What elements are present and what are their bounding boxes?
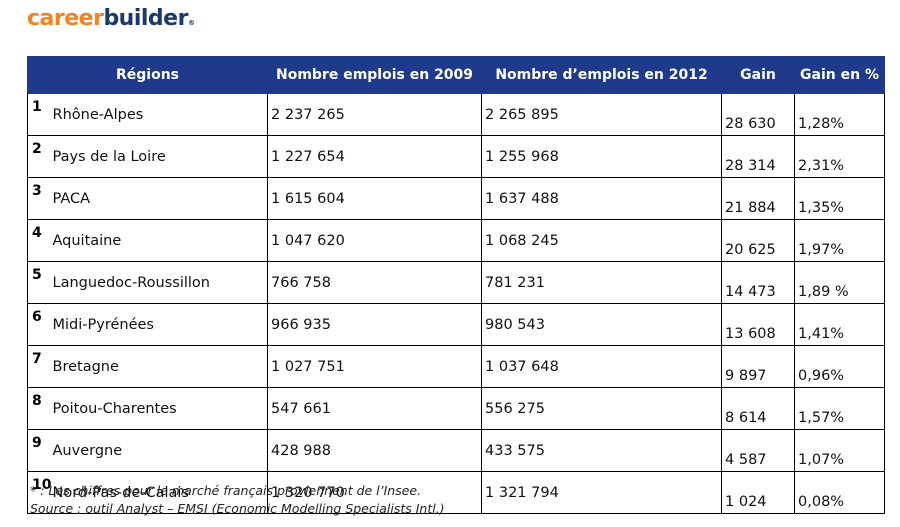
jobs-2012-cell: 781 231 (481, 261, 723, 304)
jobs-2012-cell: 1 255 968 (481, 135, 723, 178)
table-row: 5 Languedoc-Roussillon 766 758 781 231 14 47… (27, 261, 886, 304)
jobs-2012-cell: 433 575 (481, 429, 723, 472)
gain-pct-cell: 1,89 % (794, 261, 886, 304)
table-row: 8 Poitou-Charentes 547 661 556 275 8 614 1,57… (27, 387, 886, 430)
rank-cell: 6 (27, 303, 52, 346)
table-row: 4 Aquitaine 1 047 620 1 068 245 20 625 1,97% (27, 219, 886, 262)
table-row: 10 Nord-Pas-de-Calais 1 320 770 1 321 794 1 … (27, 471, 886, 514)
logo-part-builder: builder (103, 6, 188, 31)
gain-cell: 28 314 (721, 135, 796, 178)
regions-jobs-table: Régions Nombre emplois en 2009 Nombre d’… (26, 56, 886, 514)
header-jobs-2009: Nombre emplois en 2009 (267, 56, 483, 94)
rank-cell: 1 (27, 93, 52, 136)
registered-mark: ® (187, 19, 195, 27)
region-cell: Bretagne (51, 345, 269, 388)
jobs-2012-cell: 1 321 794 (481, 471, 723, 514)
gain-pct-cell: 1,28% (794, 93, 886, 136)
region-cell: PACA (51, 177, 269, 220)
footnote-source: Source : outil Analyst – EMSI (Economic … (30, 501, 445, 516)
table-header-row: Régions Nombre emplois en 2009 Nombre d’… (26, 56, 886, 94)
jobs-2009-cell: 547 661 (267, 387, 483, 430)
region-cell: Aquitaine (51, 219, 269, 262)
rank-cell: 4 (27, 219, 52, 262)
region-cell: Rhône-Alpes (51, 93, 269, 136)
header-jobs-2012: Nombre d’emplois en 2012 (481, 56, 723, 94)
gain-pct-cell: 1,97% (794, 219, 886, 262)
header-regions: Régions (26, 56, 269, 94)
jobs-2012-cell: 556 275 (481, 387, 723, 430)
jobs-2009-cell: 1 615 604 (267, 177, 483, 220)
gain-pct-cell: 0,08% (794, 471, 886, 514)
jobs-2009-cell: 1 320 770 (267, 471, 483, 514)
gain-pct-cell: 1,57% (794, 387, 886, 430)
gain-cell: 20 625 (721, 219, 796, 262)
jobs-2009-cell: 966 935 (267, 303, 483, 346)
table-row: 2 Pays de la Loire 1 227 654 1 255 968 28 31… (27, 135, 886, 178)
region-cell: Auvergne (51, 429, 269, 472)
rank-cell: 10 (27, 471, 52, 514)
gain-cell: 8 614 (721, 387, 796, 430)
jobs-2012-cell: 2 265 895 (481, 93, 723, 136)
gain-cell: 13 608 (721, 303, 796, 346)
region-cell: Poitou-Charentes (51, 387, 269, 430)
rank-cell: 9 (27, 429, 52, 472)
gain-cell: 4 587 (721, 429, 796, 472)
gain-cell: 14 473 (721, 261, 796, 304)
gain-pct-cell: 2,31% (794, 135, 886, 178)
rank-cell: 8 (27, 387, 52, 430)
header-gain: Gain (721, 56, 796, 94)
jobs-2009-cell: 1 047 620 (267, 219, 483, 262)
gain-pct-cell: 0,96% (794, 345, 886, 388)
jobs-2009-cell: 2 237 265 (267, 93, 483, 136)
gain-pct-cell: 1,41% (794, 303, 886, 346)
jobs-2009-cell: 766 758 (267, 261, 483, 304)
jobs-2012-cell: 980 543 (481, 303, 723, 346)
footnote-insee: * : Les chiffres pour le marché français… (30, 483, 422, 498)
gain-cell: 28 630 (721, 93, 796, 136)
jobs-2009-cell: 428 988 (267, 429, 483, 472)
gain-cell: 1 024 (721, 471, 796, 514)
rank-cell: 5 (27, 261, 52, 304)
gain-cell: 9 897 (721, 345, 796, 388)
header-gain-pct: Gain en % (794, 56, 886, 94)
gain-cell: 21 884 (721, 177, 796, 220)
footnote: * : Les chiffres pour le marché français… (30, 482, 445, 518)
region-cell: Nord-Pas-de-Calais (51, 471, 269, 514)
table-row: 3 PACA 1 615 604 1 637 488 21 884 1,35% (27, 177, 886, 220)
gain-pct-cell: 1,35% (794, 177, 886, 220)
rank-cell: 3 (27, 177, 52, 220)
jobs-2012-cell: 1 037 648 (481, 345, 723, 388)
rank-cell: 7 (27, 345, 52, 388)
region-cell: Pays de la Loire (51, 135, 269, 178)
region-cell: Midi-Pyrénées (51, 303, 269, 346)
table-row: 9 Auvergne 428 988 433 575 4 587 1,07% (27, 429, 886, 472)
gain-pct-cell: 1,07% (794, 429, 886, 472)
careerbuilder-logo[interactable]: careerbuilder® (27, 4, 195, 34)
table-body: 1 Rhône-Alpes 2 237 265 2 265 895 28 630 1,28… (27, 93, 886, 514)
rank-cell: 2 (27, 135, 52, 178)
jobs-2012-cell: 1 637 488 (481, 177, 723, 220)
table-row: 7 Bretagne 1 027 751 1 037 648 9 897 0,96% (27, 345, 886, 388)
table-row: 1 Rhône-Alpes 2 237 265 2 265 895 28 630 1,28… (27, 93, 886, 136)
table-row: 6 Midi-Pyrénées 966 935 980 543 13 608 1,41% (27, 303, 886, 346)
jobs-2009-cell: 1 027 751 (267, 345, 483, 388)
jobs-2012-cell: 1 068 245 (481, 219, 723, 262)
jobs-2009-cell: 1 227 654 (267, 135, 483, 178)
region-cell: Languedoc-Roussillon (51, 261, 269, 304)
logo-part-career: career (27, 6, 104, 31)
